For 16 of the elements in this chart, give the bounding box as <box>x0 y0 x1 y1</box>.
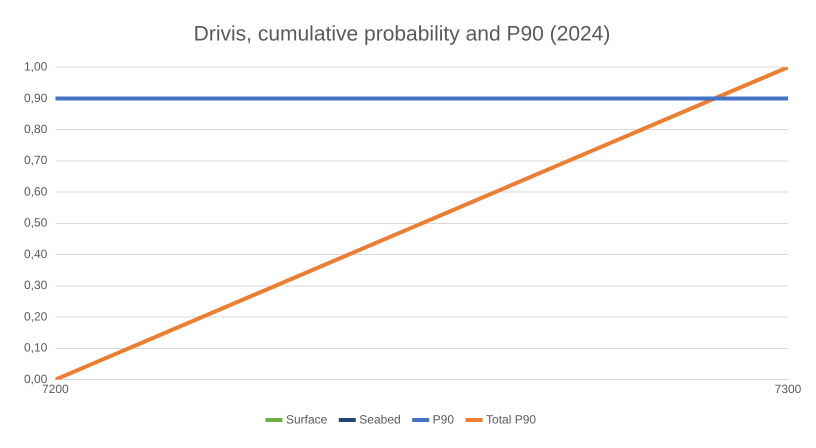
y-tick-label: 0,20 <box>24 309 48 324</box>
chart-title: Drivis, cumulative probability and P90 (2024) <box>194 22 610 46</box>
y-tick-label: 0,50 <box>24 216 48 230</box>
y-tick-label: 0,40 <box>24 246 48 261</box>
legend-label: Total P90 <box>486 412 536 426</box>
x-tick-label: 7300 <box>774 382 802 396</box>
y-tick-label: 0,90 <box>24 90 48 105</box>
legend-label: Seabed <box>359 412 401 426</box>
y-tick-label: 0,70 <box>24 153 48 168</box>
legend-label: P90 <box>432 412 454 426</box>
y-tick-label: 0,30 <box>24 278 48 292</box>
y-tick-label: 1,00 <box>24 60 48 74</box>
legend-label: Surface <box>286 412 328 426</box>
y-tick-label: 0,80 <box>24 122 48 136</box>
y-tick-label: 0,10 <box>24 340 48 355</box>
y-tick-label: 0,60 <box>24 184 48 198</box>
